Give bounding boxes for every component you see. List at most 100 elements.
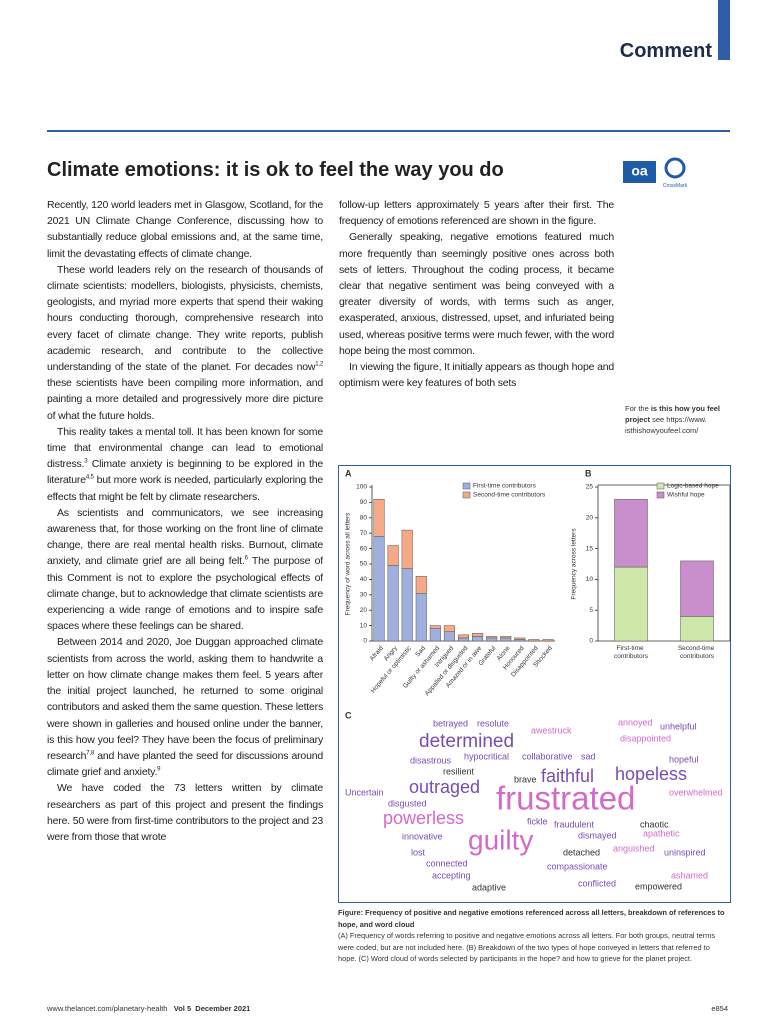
footer-date: December 2021 (195, 1004, 251, 1013)
bar-segment (514, 637, 526, 640)
cloud-word: Uncertain (345, 787, 384, 797)
cloud-word: hopeful (669, 754, 699, 764)
legend-swatch (656, 482, 665, 490)
text-run: These world leaders rely on the research… (47, 263, 323, 374)
footer-url: www.thelancet.com/planetary-health (47, 1004, 168, 1013)
y-tick-label: 100 (356, 484, 367, 491)
left-column: Recently, 120 world leaders met in Glasg… (47, 197, 323, 967)
bar-segment (486, 636, 498, 639)
bar-segment (457, 634, 470, 639)
cloud-word: empowered (635, 881, 682, 891)
side-note: For the is this how you feel project see… (625, 403, 733, 436)
cloud-word: connected (426, 858, 468, 868)
cloud-word: guilty (468, 824, 533, 855)
text-run: For the (625, 404, 651, 413)
text-run: Climate anxiety is beginning to be explo… (47, 458, 323, 487)
cloud-word: accepting (432, 870, 471, 880)
y-tick-label: 25 (586, 484, 594, 491)
bar-segment (472, 636, 484, 642)
x-tick-label: First-time contributors (614, 645, 649, 660)
cloud-word: disappointed (620, 733, 671, 743)
y-tick-label: 40 (360, 576, 368, 583)
text-run: Between 2014 and 2020, Joe Duggan approa… (47, 636, 323, 762)
y-axis-label: Frequency of word across all letters (345, 512, 352, 615)
y-tick-label: 15 (586, 545, 594, 552)
header-bar (718, 0, 730, 60)
caption-title: Figure: Frequency of positive and negati… (338, 908, 725, 929)
legend-swatch (462, 491, 471, 499)
cloud-word: sad (581, 751, 596, 761)
paragraph: This reality takes a mental toll. It has… (47, 424, 323, 505)
bar-segment (373, 499, 385, 537)
cloud-word: dismayed (578, 830, 617, 840)
y-tick-label: 90 (360, 499, 368, 506)
cloud-word: awestruck (531, 725, 572, 735)
bar-segment (500, 636, 512, 639)
bar-segment (387, 545, 399, 566)
cloud-word: conflicted (578, 878, 616, 888)
figure-caption: Figure: Frequency of positive and negati… (338, 907, 730, 965)
section-label: Comment (619, 40, 712, 62)
y-tick-label: 10 (586, 576, 594, 583)
y-tick-label: 80 (360, 515, 368, 522)
text-run: and have planted the seed for discussion… (47, 749, 323, 779)
bar-segment (415, 593, 427, 642)
reference: 4,5 (85, 474, 94, 481)
text-run: This reality takes a mental toll. It has… (47, 425, 323, 471)
reference: 3 (84, 458, 88, 465)
cloud-word: resolute (477, 718, 509, 728)
paragraph: These world leaders rely on the research… (47, 262, 323, 424)
cloud-word: apathetic (643, 828, 680, 838)
cloud-word: compassionate (547, 861, 608, 871)
y-tick-label: 0 (363, 638, 367, 645)
cloud-word: uninspired (664, 847, 706, 857)
legend-swatch (462, 482, 471, 490)
paragraph: follow-up letters approximately 5 years … (339, 197, 614, 229)
reference: 6 (244, 555, 248, 562)
y-tick-label: 30 (360, 592, 368, 599)
crossmark-icon (664, 157, 686, 179)
cloud-word: disastrous (410, 755, 452, 765)
cloud-word: collaborative (522, 751, 573, 761)
paragraph: In viewing the figure, It initially appe… (339, 359, 614, 391)
footer-page: e854 (711, 1004, 728, 1013)
article-title: Climate emotions: it is ok to feel the w… (47, 159, 504, 181)
reference: 9 (157, 766, 161, 773)
paragraph: Generally speaking, negative emotions fe… (339, 229, 614, 359)
text-run: Generally speaking, negative emotions fe… (339, 231, 614, 357)
footer-volume: Vol 5 (173, 1004, 192, 1013)
cloud-word: lost (411, 847, 426, 857)
y-tick-label: 10 (360, 622, 368, 629)
text-run: In viewing the figure, It initially appe… (339, 361, 614, 390)
legend-swatch (656, 491, 665, 499)
legend-label: Logic-based hope (667, 483, 719, 490)
bar-segment (443, 631, 455, 642)
cloud-word: detached (563, 847, 600, 857)
legend-label: Second-time contributors (473, 492, 546, 499)
text-run: As scientists and communicators, we see … (47, 506, 323, 568)
bar-segment (680, 616, 714, 642)
bar-segment (401, 568, 413, 642)
reference: 1,2 (315, 361, 323, 368)
crossmark-text: CrossMark (663, 183, 688, 189)
y-tick-label: 20 (586, 515, 594, 522)
bar-segment (614, 566, 648, 642)
paragraph: We have coded the 73 letters written by … (47, 780, 323, 845)
cloud-word: fraudulent (554, 819, 595, 829)
cloud-word: determined (419, 731, 514, 752)
bar-segment (443, 625, 455, 633)
bar-segment (486, 637, 498, 642)
text-run: The purpose of this Comment is not to ex… (47, 555, 323, 633)
y-tick-label: 0 (589, 638, 593, 645)
cloud-word: betrayed (433, 718, 468, 728)
legend-label: First-time contributors (473, 483, 537, 490)
bold-run: is this how you feel project (625, 404, 721, 424)
bar-segment (528, 639, 540, 642)
panel-letter: B (585, 468, 592, 478)
text-run: Recently, 120 world leaders met in Glasg… (47, 199, 323, 260)
cloud-word: annoyed (618, 717, 653, 727)
cloud-word: fickle (527, 816, 548, 826)
cloud-word: ashamed (671, 870, 708, 880)
